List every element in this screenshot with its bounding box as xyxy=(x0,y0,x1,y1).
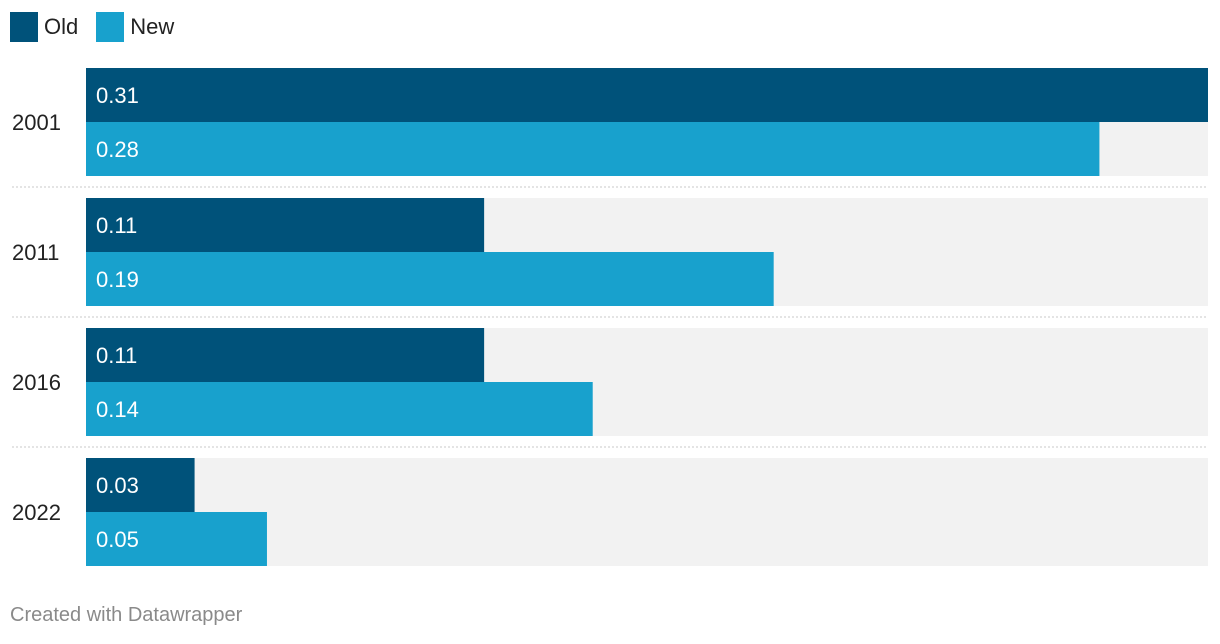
bar-track-2022 xyxy=(86,458,1208,566)
data-label-old-2001: 0.31 xyxy=(96,83,139,108)
category-label-2022: 2022 xyxy=(12,500,61,525)
legend-item-new: New xyxy=(96,12,174,42)
category-label-2016: 2016 xyxy=(12,370,61,395)
bar-old-2022 xyxy=(86,458,195,512)
bar-new-2022 xyxy=(86,512,267,566)
category-label-2011: 2011 xyxy=(12,240,59,265)
legend-swatch-new xyxy=(96,12,125,42)
legend: Old New xyxy=(10,12,192,42)
bar-old-2001 xyxy=(86,68,1208,122)
bar-new-2016 xyxy=(86,382,593,436)
data-label-new-2001: 0.28 xyxy=(96,137,139,162)
category-label-2001: 2001 xyxy=(12,110,61,135)
data-label-new-2016: 0.14 xyxy=(96,397,139,422)
data-label-old-2016: 0.11 xyxy=(96,343,137,368)
bar-new-2011 xyxy=(86,252,774,306)
bar-old-2011 xyxy=(86,198,485,252)
footer-credit: Created with Datawrapper xyxy=(10,604,243,626)
bar-chart: 2001 0.31 0.28 2011 0.11 0.19 2016 0.11 0.14 2022… xyxy=(12,68,1208,566)
bar-new-2001 xyxy=(86,122,1100,176)
legend-swatch-old xyxy=(10,12,38,42)
legend-label-old: Old xyxy=(44,14,79,39)
data-label-old-2022: 0.03 xyxy=(96,473,139,498)
data-label-new-2011: 0.19 xyxy=(96,267,139,292)
legend-item-old: Old xyxy=(10,12,78,42)
legend-label-new: New xyxy=(130,14,175,39)
data-label-old-2011: 0.11 xyxy=(96,213,137,238)
bar-old-2016 xyxy=(86,328,485,382)
data-label-new-2022: 0.05 xyxy=(96,527,139,552)
